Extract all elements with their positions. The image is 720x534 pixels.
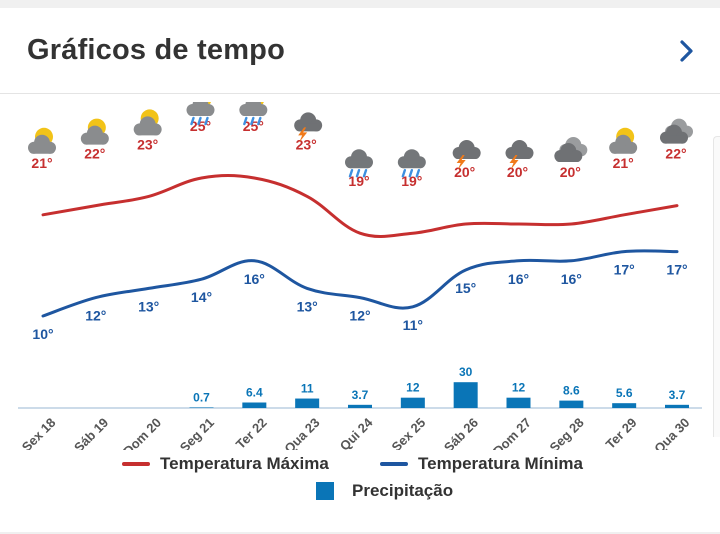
precip-bar <box>559 400 584 408</box>
max-temp-label: 23° <box>296 136 317 152</box>
legend-swatch-precip <box>316 482 334 500</box>
precip-value-label: 30 <box>459 365 473 379</box>
x-tick-label: Qua 30 <box>651 415 692 450</box>
legend-item-precip[interactable]: Precipitação <box>316 481 453 501</box>
max-temp-label: 22° <box>665 146 686 162</box>
precip-bar <box>242 402 267 408</box>
x-tick-label: Ter 29 <box>603 415 640 450</box>
precip-value-label: 11 <box>301 382 314 396</box>
legend-swatch-max <box>122 462 150 466</box>
x-tick-label: Sex 25 <box>389 415 429 450</box>
x-tick-label: Dom 20 <box>120 415 164 450</box>
partly-cloudy-icon <box>80 118 109 145</box>
x-tick-label: Sex 18 <box>19 415 59 450</box>
min-temp-label: 12° <box>349 308 370 324</box>
x-tick-label: Seg 28 <box>547 415 587 450</box>
cloudy-icon <box>660 118 693 144</box>
sun-cloud-rain-icon <box>239 102 268 126</box>
sun-cloud-rain-icon <box>186 102 215 126</box>
x-tick-label: Sáb 19 <box>71 415 111 450</box>
x-tick-label: Qua 23 <box>281 415 322 450</box>
thunderstorm-icon <box>452 140 481 170</box>
precip-value-label: 12 <box>512 381 526 395</box>
cloud-rain-icon <box>345 149 373 178</box>
min-temp-label: 13° <box>138 298 159 314</box>
thunderstorm-icon <box>294 112 323 143</box>
legend-label-precip: Precipitação <box>352 481 454 500</box>
partly-cloudy-icon <box>609 127 638 154</box>
precip-bar <box>612 403 637 408</box>
min-temp-label: 15° <box>455 280 476 296</box>
max-temp-label: 20° <box>507 164 528 180</box>
weather-chart-card: Gráficos de tempo 0.7 6.4 11 3.7 12 30 12 8.6 5.… <box>0 8 720 532</box>
min-temp-label: 14° <box>191 289 212 305</box>
precip-bar <box>400 397 425 408</box>
max-temp-label: 19° <box>401 173 422 189</box>
cloud-rain-icon <box>397 149 426 178</box>
x-tick-label: Dom 27 <box>490 415 534 450</box>
precip-bar <box>348 404 372 408</box>
min-temp-line <box>41 249 679 318</box>
max-temp-label: 19° <box>348 173 369 189</box>
max-temp-label: 21° <box>31 155 52 171</box>
partly-cloudy-icon <box>133 109 162 136</box>
min-temp-label: 11° <box>403 317 423 333</box>
partly-cloudy-icon <box>28 127 56 154</box>
min-temp-label: 10° <box>32 326 53 342</box>
max-temp-label: 20° <box>560 164 581 180</box>
scroll-edge <box>713 136 720 437</box>
precip-bar <box>506 397 531 408</box>
max-temp-label: 22° <box>84 146 105 162</box>
card-header[interactable]: Gráficos de tempo <box>0 8 720 94</box>
precip-value-label: 8.6 <box>563 384 580 398</box>
min-temp-label: 13° <box>297 298 318 314</box>
x-tick-label: Sáb 26 <box>441 415 481 450</box>
precip-value-label: 12 <box>406 381 420 395</box>
legend-item-min[interactable]: Temperatura Mínima <box>380 454 583 474</box>
max-temp-line <box>41 174 679 239</box>
max-temp-label: 23° <box>137 136 158 152</box>
max-temp-label: 20° <box>454 164 475 180</box>
x-tick-label: Ter 22 <box>233 415 270 450</box>
page-title: Gráficos de tempo <box>27 34 286 66</box>
min-temp-label: 16° <box>561 271 582 287</box>
min-temp-label: 16° <box>508 271 529 287</box>
cloudy-icon <box>554 137 588 162</box>
precip-bar <box>295 398 320 408</box>
precip-bar <box>189 407 214 408</box>
precip-value-label: 0.7 <box>193 390 210 404</box>
min-temp-label: 16° <box>244 271 265 287</box>
thunderstorm-icon <box>505 140 534 170</box>
precip-value-label: 3.7 <box>669 388 686 402</box>
precip-bar <box>665 404 689 408</box>
min-temp-label: 17° <box>666 262 687 278</box>
min-temp-label: 17° <box>614 262 635 278</box>
max-temp-label: 21° <box>613 155 634 171</box>
legend-label-max: Temperatura Máxima <box>160 454 329 473</box>
x-tick-label: Qui 24 <box>337 414 376 450</box>
precip-value-label: 3.7 <box>352 388 369 402</box>
precip-bar <box>453 382 478 408</box>
legend-swatch-min <box>380 462 408 466</box>
chevron-right-icon[interactable] <box>676 37 696 65</box>
precip-value-label: 5.6 <box>616 386 633 400</box>
legend-item-max[interactable]: Temperatura Máxima <box>122 454 329 474</box>
precip-value-label: 6.4 <box>246 385 263 399</box>
chart-legend: Temperatura Máxima Temperatura Mínima Pr… <box>0 450 720 510</box>
min-temp-label: 12° <box>85 308 106 324</box>
legend-label-min: Temperatura Mínima <box>418 454 584 473</box>
x-tick-label: Seg 21 <box>177 415 217 450</box>
